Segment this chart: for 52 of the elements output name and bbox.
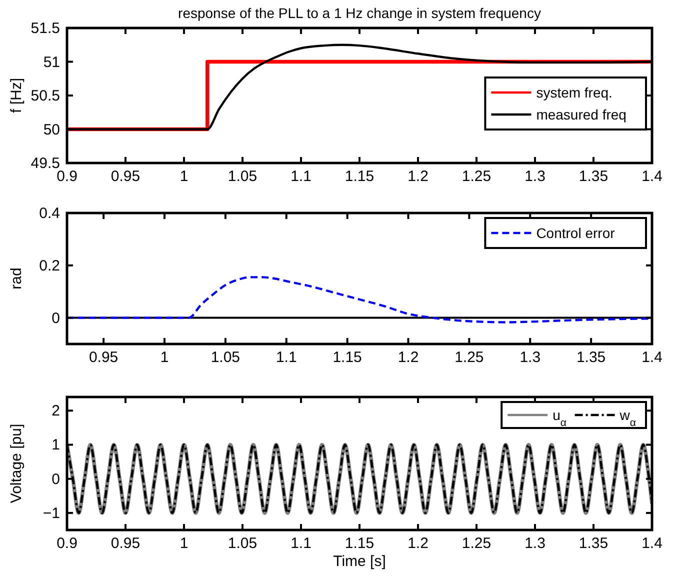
y-tick-label: 0 bbox=[52, 310, 60, 327]
x-tick-label: 1.3 bbox=[520, 349, 541, 366]
x-tick-label: 1 bbox=[180, 168, 188, 185]
x-tick-label: 1.4 bbox=[642, 535, 662, 552]
x-tick-label: 0.95 bbox=[110, 535, 140, 552]
y-tick-label: 51 bbox=[43, 54, 60, 71]
x-tick-label: 1.25 bbox=[462, 535, 492, 552]
x-tick-label: 1.2 bbox=[408, 535, 428, 552]
x-tick-label: 1.1 bbox=[276, 349, 297, 366]
x-tick-label: 1.05 bbox=[228, 168, 258, 185]
y-tick-label: 0 bbox=[52, 470, 60, 488]
y-tick-label: 50.5 bbox=[30, 88, 60, 104]
y-tick-label: 0.2 bbox=[39, 257, 60, 274]
x-tick-label: 1.35 bbox=[576, 349, 606, 366]
x-tick-label: 1.05 bbox=[228, 535, 258, 552]
legend-label: u$_{α}$ bbox=[552, 407, 566, 429]
x-tick-label: 1 bbox=[160, 349, 169, 366]
y-axis-title: f [Hz] bbox=[8, 78, 25, 114]
x-tick-label: 1.15 bbox=[344, 168, 374, 185]
x-tick-label: 1.35 bbox=[578, 168, 608, 185]
x-tick-label: 1.2 bbox=[408, 168, 428, 185]
x-tick-label: 1.05 bbox=[210, 349, 240, 366]
x-tick-label: 1.4 bbox=[642, 349, 662, 366]
x-tick-label: 0.9 bbox=[56, 535, 78, 552]
x-axis-title: Time [s] bbox=[333, 553, 386, 570]
x-tick-label: 1 bbox=[180, 535, 188, 552]
y-axis-title: Voltage [pu] bbox=[8, 424, 25, 504]
legend-label: system freq. bbox=[536, 84, 612, 100]
x-tick-label: 1.4 bbox=[642, 168, 662, 185]
chart-title: response of the PLL to a 1 Hz change in system frequency bbox=[178, 5, 541, 21]
x-tick-label: 1.3 bbox=[524, 535, 546, 552]
x-tick-label: 0.95 bbox=[88, 349, 118, 366]
y-axis-title: rad bbox=[8, 268, 25, 290]
x-tick-label: 1.15 bbox=[344, 535, 374, 552]
x-tick-label: 1.2 bbox=[398, 349, 419, 366]
y-tick-label: 51.5 bbox=[30, 20, 60, 37]
x-tick-label: 1.3 bbox=[524, 168, 546, 185]
legend-label: measured freq bbox=[536, 106, 626, 122]
x-tick-label: 1.25 bbox=[462, 168, 492, 185]
y-tick-label: 2 bbox=[52, 402, 60, 420]
y-tick-label: −1 bbox=[42, 504, 60, 522]
x-tick-label: 1.15 bbox=[332, 349, 362, 366]
y-tick-label: 0.4 bbox=[39, 205, 60, 222]
x-tick-label: 1.1 bbox=[290, 168, 312, 185]
y-tick-label: 50 bbox=[43, 121, 60, 138]
legend-label: Control error bbox=[536, 225, 616, 241]
y-tick-label: 1 bbox=[52, 436, 60, 454]
legend-label: w$_{α}$ bbox=[618, 407, 636, 429]
x-tick-label: 1.35 bbox=[578, 535, 608, 552]
x-tick-label: 1.1 bbox=[290, 535, 312, 552]
x-tick-label: 1.25 bbox=[454, 349, 484, 366]
x-tick-label: 0.95 bbox=[110, 168, 140, 185]
